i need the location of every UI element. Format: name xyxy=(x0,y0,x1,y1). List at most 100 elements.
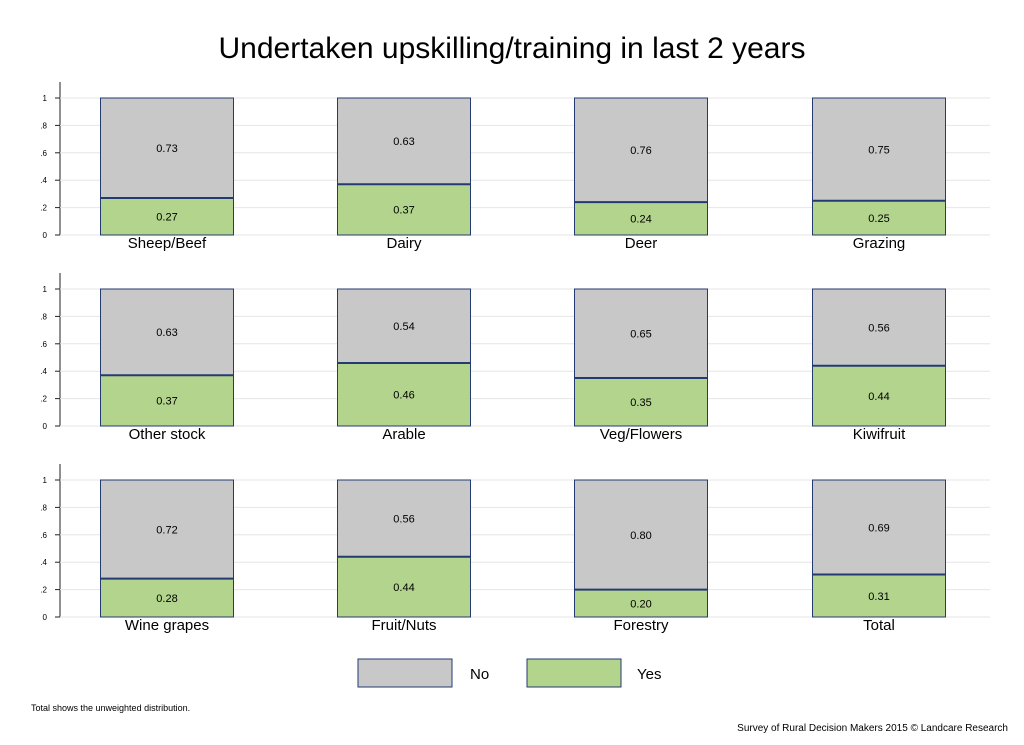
data-label-no: 0.80 xyxy=(630,530,651,542)
y-tick-label: .2 xyxy=(40,395,47,404)
chart-panels: 0 .2 .4 .6 .8 1 0.27 0.73 Sheep/Beef 0.37 0.63 Dair… xyxy=(40,82,990,634)
data-label-yes: 0.46 xyxy=(393,389,414,401)
bar-yes xyxy=(574,377,708,427)
data-label-yes: 0.27 xyxy=(156,212,177,224)
legend-label-yes: Yes xyxy=(637,666,661,683)
data-label-no: 0.73 xyxy=(156,143,177,155)
panel: 0.28 0.72 Wine grapes xyxy=(100,479,234,634)
panel: 0.31 0.69 Total xyxy=(812,479,946,634)
data-label-yes: 0.31 xyxy=(868,591,889,603)
data-label-no: 0.56 xyxy=(868,322,889,334)
bar-yes xyxy=(100,374,234,427)
chart-row: 0 .2 .4 .6 .8 1 0.27 0.73 Sheep/Beef 0.37 0.63 Dair… xyxy=(40,82,990,252)
bar-yes xyxy=(574,201,708,236)
category-label: Veg/Flowers xyxy=(600,426,683,443)
panel: 0.44 0.56 Kiwifruit xyxy=(812,288,946,443)
y-tick-label: .4 xyxy=(40,176,47,185)
bar-no xyxy=(574,288,708,379)
y-tick-label: .8 xyxy=(40,503,47,512)
bar-no xyxy=(812,479,946,576)
panel: 0.25 0.75 Grazing xyxy=(812,97,946,252)
y-tick-label: .4 xyxy=(40,558,47,567)
y-tick-label: .6 xyxy=(40,340,47,349)
data-label-no: 0.76 xyxy=(630,145,651,157)
y-tick-label: .8 xyxy=(40,312,47,321)
panel: 0.24 0.76 Deer xyxy=(574,97,708,252)
bar-yes xyxy=(812,574,946,618)
category-label: Wine grapes xyxy=(125,617,209,634)
panel: 0.27 0.73 Sheep/Beef xyxy=(100,97,234,252)
chart-row: 0 .2 .4 .6 .8 1 0.37 0.63 Other stock 0.46 0.54 Ara… xyxy=(40,273,990,443)
footnote: Total shows the unweighted distribution. xyxy=(31,703,190,713)
category-label: Grazing xyxy=(853,235,906,252)
y-tick-label: .6 xyxy=(40,149,47,158)
panel: 0.46 0.54 Arable xyxy=(337,288,471,443)
legend-swatch-no xyxy=(357,658,453,688)
panel: 0.37 0.63 Dairy xyxy=(337,97,471,252)
chart-title: Undertaken upskilling/training in last 2… xyxy=(219,32,806,65)
data-label-yes: 0.24 xyxy=(630,214,651,226)
data-label-yes: 0.44 xyxy=(868,391,889,403)
data-label-no: 0.54 xyxy=(393,321,414,333)
y-tick-label: 0 xyxy=(43,422,48,431)
data-label-no: 0.69 xyxy=(868,522,889,534)
bar-yes xyxy=(337,556,471,618)
legend-swatch-yes xyxy=(526,658,622,688)
category-label: Fruit/Nuts xyxy=(371,617,436,634)
data-label-yes: 0.25 xyxy=(868,213,889,225)
y-tick-label: .6 xyxy=(40,531,47,540)
category-label: Total xyxy=(863,617,895,634)
bar-no xyxy=(100,288,234,376)
y-tick-label: .4 xyxy=(40,367,47,376)
y-tick-label: 1 xyxy=(43,285,48,294)
legend-label-no: No xyxy=(470,666,489,683)
y-tick-label: 1 xyxy=(43,476,48,485)
bar-yes xyxy=(337,183,471,236)
category-label: Kiwifruit xyxy=(853,426,906,443)
category-label: Forestry xyxy=(613,617,669,634)
bar-yes xyxy=(100,197,234,236)
bar-no xyxy=(100,479,234,580)
data-label-no: 0.63 xyxy=(156,327,177,339)
y-tick-label: .2 xyxy=(40,204,47,213)
y-tick-label: 0 xyxy=(43,231,48,240)
category-label: Arable xyxy=(382,426,425,443)
y-tick-label: .8 xyxy=(40,121,47,130)
panel: 0.35 0.65 Veg/Flowers xyxy=(574,288,708,443)
bar-no xyxy=(812,288,946,367)
category-label: Sheep/Beef xyxy=(128,235,207,252)
data-label-no: 0.63 xyxy=(393,136,414,148)
bar-yes xyxy=(100,578,234,618)
bar-no xyxy=(100,97,234,199)
data-label-no: 0.75 xyxy=(868,144,889,156)
legend: No Yes xyxy=(357,658,661,688)
category-label: Other stock xyxy=(129,426,206,443)
bar-no xyxy=(337,479,471,558)
panel: 0.37 0.63 Other stock xyxy=(100,288,234,443)
category-label: Deer xyxy=(625,235,658,252)
data-label-yes: 0.20 xyxy=(630,598,651,610)
data-label-yes: 0.28 xyxy=(156,593,177,605)
data-label-yes: 0.37 xyxy=(393,205,414,217)
y-tick-label: 0 xyxy=(43,613,48,622)
data-label-no: 0.72 xyxy=(156,524,177,536)
bar-no xyxy=(574,97,708,203)
y-tick-label: 1 xyxy=(43,94,48,103)
y-tick-label: .2 xyxy=(40,586,47,595)
panel: 0.44 0.56 Fruit/Nuts xyxy=(337,479,471,634)
data-label-yes: 0.37 xyxy=(156,396,177,408)
data-label-yes: 0.44 xyxy=(393,582,414,594)
bar-yes xyxy=(574,589,708,618)
data-label-no: 0.56 xyxy=(393,513,414,525)
panel: 0.20 0.80 Forestry xyxy=(574,479,708,634)
bar-yes xyxy=(337,362,471,427)
bar-no xyxy=(337,288,471,364)
chart-row: 0 .2 .4 .6 .8 1 0.28 0.72 Wine grapes 0.44 0.56 Fru… xyxy=(40,464,990,634)
category-label: Dairy xyxy=(386,235,422,252)
data-label-no: 0.65 xyxy=(630,329,651,341)
bar-no xyxy=(337,97,471,185)
data-label-yes: 0.35 xyxy=(630,397,651,409)
bar-no xyxy=(574,479,708,591)
bar-yes xyxy=(812,365,946,427)
